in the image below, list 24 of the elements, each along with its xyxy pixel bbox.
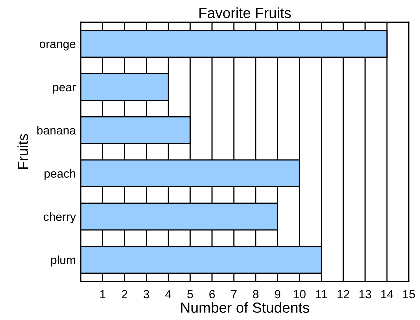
x-tick-label: 4 [166,290,172,298]
y-axis-title: Fruits [18,134,28,170]
x-tick-label: 11 [316,290,328,298]
x-tick-label: 13 [360,290,372,299]
y-tick-label: pear [53,85,76,94]
x-tick-label: 6 [210,290,216,299]
y-tick-label: peach [44,169,76,180]
y-tick-label: cherry [44,212,76,224]
x-tick-label: 8 [253,290,259,299]
x-tick-label: 14 [382,290,394,298]
x-tick-label: 15 [403,290,416,299]
y-tick-label: plum [51,256,76,267]
chart-title: Favorite Fruits [200,8,292,18]
x-tick-label: 5 [188,290,194,299]
x-tick-label: 9 [275,290,281,299]
y-tick-label: banana [38,126,76,135]
y-tick-label: orange [40,42,76,51]
x-axis-title: Number of Students [181,302,310,314]
x-tick-label: 12 [338,290,350,298]
x-tick-label: 2 [122,290,128,298]
x-tick-label: 1 [100,290,106,298]
x-tick-label: 10 [294,290,306,299]
x-tick-label: 7 [231,290,237,298]
x-tick-label: 3 [144,290,150,299]
